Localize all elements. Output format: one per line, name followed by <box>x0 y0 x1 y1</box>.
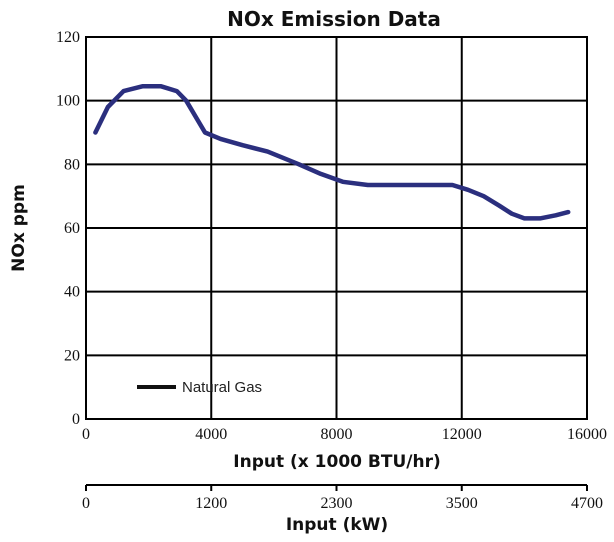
x-tick-label: 4000 <box>195 426 227 443</box>
y-axis-label: NOx ppm <box>9 184 29 272</box>
plot-frame <box>85 36 588 420</box>
secondary-tick-label: 1200 <box>195 495 227 512</box>
secondary-tick-label: 2300 <box>321 495 353 512</box>
x-tick-label: 12000 <box>442 426 482 443</box>
secondary-tick-label: 4700 <box>571 495 603 512</box>
y-tick-label: 100 <box>56 93 80 110</box>
secondary-tick-label: 0 <box>82 495 90 512</box>
chart-title: NOx Emission Data <box>227 7 441 31</box>
secondary-x-ticks: 0 1200 2300 3500 4700 <box>82 485 603 512</box>
grid-lines <box>86 37 587 419</box>
x-tick-label: 8000 <box>321 426 353 443</box>
y-tick-label: 120 <box>56 29 80 46</box>
legend-label-natural-gas: Natural Gas <box>182 379 262 396</box>
series-line-natural-gas <box>93 84 571 221</box>
y-tick-labels: 0 20 40 60 80 100 120 <box>56 29 80 428</box>
y-tick-label: 60 <box>64 220 80 237</box>
y-tick-label: 20 <box>64 347 80 364</box>
legend: Natural Gas <box>137 379 262 396</box>
y-tick-label: 80 <box>64 156 80 173</box>
x-tick-label: 16000 <box>567 426 607 443</box>
secondary-x-axis-label: Input (kW) <box>286 515 388 535</box>
x-tick-labels: 0 4000 8000 12000 16000 <box>82 426 607 443</box>
y-tick-label: 40 <box>64 284 80 301</box>
y-tick-label: 0 <box>72 411 80 428</box>
secondary-tick-label: 3500 <box>446 495 478 512</box>
x-tick-label: 0 <box>82 426 90 443</box>
x-axis-label: Input (x 1000 BTU/hr) <box>233 452 440 472</box>
